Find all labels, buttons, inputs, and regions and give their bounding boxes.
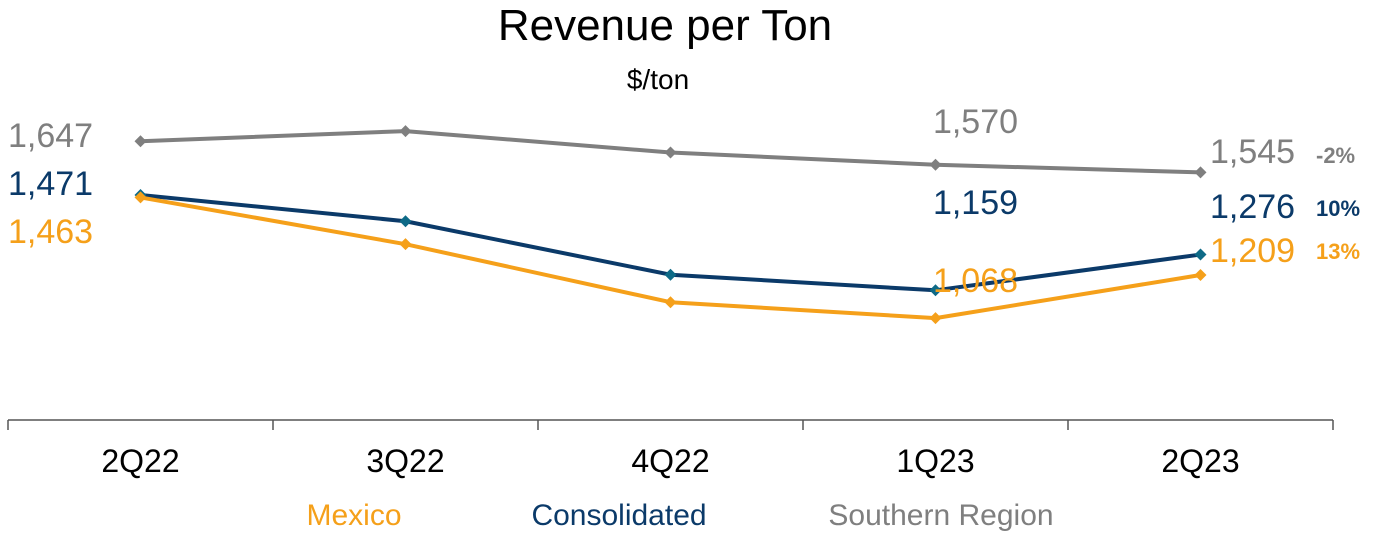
- data-point-marker: [1194, 248, 1207, 261]
- data-point-marker: [929, 284, 942, 297]
- series-consolidated: [134, 188, 1207, 297]
- data-label: 1,545: [1210, 133, 1295, 171]
- data-point-marker: [929, 312, 942, 325]
- x-axis: 2Q22 3Q22 4Q22 1Q23 2Q23: [7, 419, 1334, 479]
- data-label: 1,647: [8, 117, 93, 155]
- chart-title: Revenue per Ton: [498, 1, 832, 50]
- data-point-marker: [399, 238, 412, 251]
- x-tick-label: 2Q22: [101, 443, 179, 479]
- data-label: 1,276: [1210, 188, 1295, 226]
- data-point-marker: [929, 158, 942, 171]
- data-point-marker: [399, 125, 412, 138]
- data-point-marker: [399, 215, 412, 228]
- data-label: 1,471: [8, 165, 93, 203]
- change-percent-label: 13%: [1316, 239, 1360, 264]
- legend: Mexico Consolidated Southern Region: [306, 499, 1053, 532]
- change-percent-label: 10%: [1316, 196, 1360, 221]
- data-label: 1,570: [933, 103, 1018, 141]
- data-label: 1,068: [933, 262, 1018, 300]
- x-tick-label: 3Q22: [366, 443, 444, 479]
- x-tick-label: 4Q22: [631, 443, 709, 479]
- series-mexico: [134, 191, 1207, 325]
- data-point-marker: [664, 146, 677, 159]
- data-point-marker: [664, 296, 677, 309]
- data-label: 1,463: [8, 213, 93, 251]
- x-tick-label: 1Q23: [896, 443, 974, 479]
- data-point-marker: [134, 135, 147, 148]
- legend-entry: Mexico: [306, 499, 401, 532]
- x-tick-label: 2Q23: [1161, 443, 1239, 479]
- data-label: 1,159: [933, 184, 1018, 222]
- data-point-marker: [1194, 269, 1207, 282]
- data-labels: 1,647 1,471 1,463 1,570 1,159 1,068 1,545 1,276…: [8, 103, 1360, 300]
- legend-entry: Southern Region: [828, 499, 1053, 532]
- data-point-marker: [134, 191, 147, 204]
- legend-entry: Consolidated: [531, 499, 706, 532]
- data-point-marker: [664, 268, 677, 281]
- plot-area: [134, 125, 1207, 325]
- series-southern-region: [134, 125, 1207, 179]
- data-point-marker: [1194, 166, 1207, 179]
- data-label: 1,209: [1210, 232, 1295, 270]
- chart-subtitle: $/ton: [627, 64, 689, 95]
- change-percent-label: -2%: [1316, 143, 1355, 168]
